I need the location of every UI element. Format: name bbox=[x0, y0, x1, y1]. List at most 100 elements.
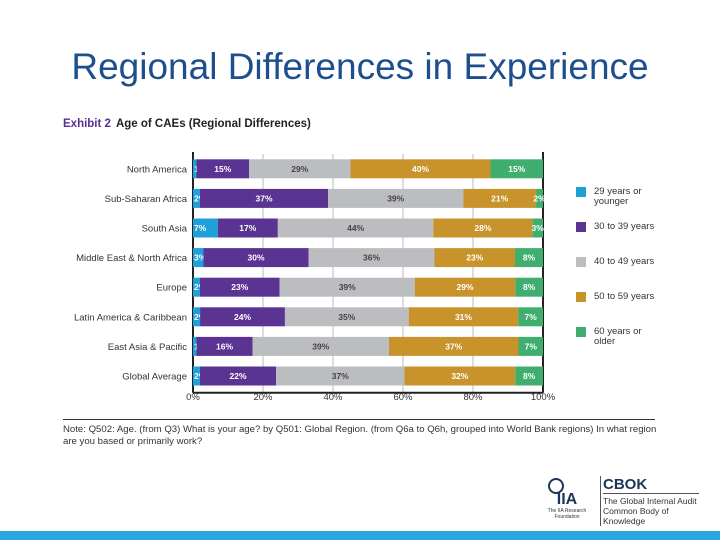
bar-segment bbox=[515, 277, 543, 297]
bar-segment bbox=[532, 218, 543, 238]
svg-text:Foundation: Foundation bbox=[554, 514, 579, 520]
category-label: East Asia & Pacific bbox=[108, 342, 187, 353]
bar-segment bbox=[515, 248, 543, 268]
bar-segment bbox=[199, 366, 277, 386]
data-label: 29% bbox=[457, 282, 474, 292]
data-label: 35% bbox=[338, 312, 355, 322]
data-label: 7% bbox=[525, 341, 538, 351]
data-label: 23% bbox=[231, 282, 248, 292]
legend-item: 30 to 39 years bbox=[576, 222, 656, 232]
data-label: 29% bbox=[291, 164, 308, 174]
data-label: 3% bbox=[194, 253, 207, 263]
bar-segment bbox=[249, 159, 351, 179]
bar-segment bbox=[276, 366, 405, 386]
legend-swatch bbox=[576, 327, 586, 337]
legend-swatch bbox=[576, 187, 586, 197]
data-label: 36% bbox=[363, 253, 380, 263]
legend-swatch bbox=[576, 292, 586, 302]
legend-swatch bbox=[576, 257, 586, 267]
bar-segment bbox=[308, 248, 435, 268]
divider bbox=[63, 419, 655, 420]
bar-segment bbox=[279, 277, 415, 297]
data-label: 40% bbox=[412, 164, 429, 174]
data-label: 22% bbox=[230, 371, 247, 381]
data-label: 39% bbox=[339, 282, 356, 292]
data-label: 21% bbox=[491, 193, 508, 203]
category-label: Middle East & North Africa bbox=[76, 253, 188, 264]
data-label: 16% bbox=[216, 341, 233, 351]
cbok-brand: CBOK bbox=[603, 476, 648, 493]
cbok-tagline: The Global Internal Audit Common Body of… bbox=[603, 493, 699, 526]
bar-segment bbox=[200, 307, 285, 327]
bar-segment bbox=[518, 307, 543, 327]
bar-segment bbox=[277, 218, 434, 238]
x-tick-label: 60% bbox=[393, 392, 413, 403]
bar-segment bbox=[196, 336, 253, 356]
bar-segment bbox=[193, 307, 201, 327]
category-label: Sub-Saharan Africa bbox=[105, 194, 188, 205]
legend-label: 30 to 39 years bbox=[594, 221, 655, 232]
bar-segment bbox=[193, 277, 200, 297]
bar-segment bbox=[284, 307, 409, 327]
data-label: 37% bbox=[445, 341, 462, 351]
data-label: 2% bbox=[533, 193, 546, 203]
data-label: 32% bbox=[451, 371, 468, 381]
exhibit-caption: Exhibit 2 Age of CAEs (Regional Differenc… bbox=[63, 118, 311, 130]
bar-segment bbox=[536, 188, 543, 208]
x-tick-label: 20% bbox=[253, 392, 273, 403]
bar-segment bbox=[196, 159, 249, 179]
data-label: 3% bbox=[532, 223, 545, 233]
bar-segment bbox=[193, 159, 197, 179]
data-label: 17% bbox=[239, 223, 256, 233]
data-label: 37% bbox=[332, 371, 349, 381]
bar-segment bbox=[515, 366, 543, 386]
bar-segment bbox=[193, 188, 200, 208]
bar-segment bbox=[199, 277, 280, 297]
svg-text:The IIA Research: The IIA Research bbox=[548, 508, 587, 514]
bar-segment bbox=[433, 218, 533, 238]
footer-bar bbox=[0, 531, 720, 540]
bar-segment bbox=[193, 218, 218, 238]
bar-segment bbox=[350, 159, 491, 179]
data-label: 39% bbox=[387, 193, 404, 203]
bar-segment bbox=[193, 336, 197, 356]
x-tick-label: 80% bbox=[463, 392, 483, 403]
stacked-bar-chart: 0%20%40%60%80%100%North America1%15%29%4… bbox=[74, 152, 556, 403]
category-label: North America bbox=[127, 164, 188, 175]
legend-item: 40 to 49 years bbox=[576, 257, 656, 267]
bar-segment bbox=[414, 277, 516, 297]
category-label: South Asia bbox=[142, 224, 188, 235]
bar-segment bbox=[203, 248, 309, 268]
legend-label: 60 years or older bbox=[594, 326, 642, 347]
x-tick-label: 100% bbox=[531, 392, 556, 403]
bar-segment bbox=[463, 188, 537, 208]
data-label: 44% bbox=[347, 223, 364, 233]
data-label: 8% bbox=[523, 371, 536, 381]
bar-segment bbox=[518, 336, 543, 356]
bar-segment bbox=[434, 248, 515, 268]
x-tick-label: 0% bbox=[186, 392, 200, 403]
legend-label: 50 to 59 years bbox=[594, 291, 655, 302]
legend-item: 50 to 59 years bbox=[576, 292, 656, 302]
bar-segment bbox=[199, 188, 329, 208]
data-label: 39% bbox=[312, 341, 329, 351]
data-label: 15% bbox=[508, 164, 525, 174]
legend-swatch bbox=[576, 222, 586, 232]
exhibit-number: Exhibit 2 bbox=[63, 118, 111, 130]
slide-title: Regional Differences in Experience bbox=[71, 46, 649, 87]
data-label: 30% bbox=[247, 253, 264, 263]
data-label: 7% bbox=[194, 223, 207, 233]
exhibit-title: Age of CAEs (Regional Differences) bbox=[115, 118, 311, 130]
iia-logo: IIA The IIA Research Foundation bbox=[548, 478, 587, 520]
data-label: 31% bbox=[455, 312, 472, 322]
category-label: Latin America & Caribbean bbox=[74, 312, 187, 323]
cbok-logo: CBOK The Global Internal Audit Common Bod… bbox=[600, 476, 699, 526]
data-label: 23% bbox=[466, 253, 483, 263]
legend-label: 40 to 49 years bbox=[594, 256, 655, 267]
data-label: 15% bbox=[214, 164, 231, 174]
bar-segment bbox=[328, 188, 464, 208]
data-label: 7% bbox=[524, 312, 537, 322]
data-label: 8% bbox=[523, 253, 536, 263]
bar-segment bbox=[490, 159, 543, 179]
legend-label: 29 years or younger bbox=[594, 186, 642, 207]
